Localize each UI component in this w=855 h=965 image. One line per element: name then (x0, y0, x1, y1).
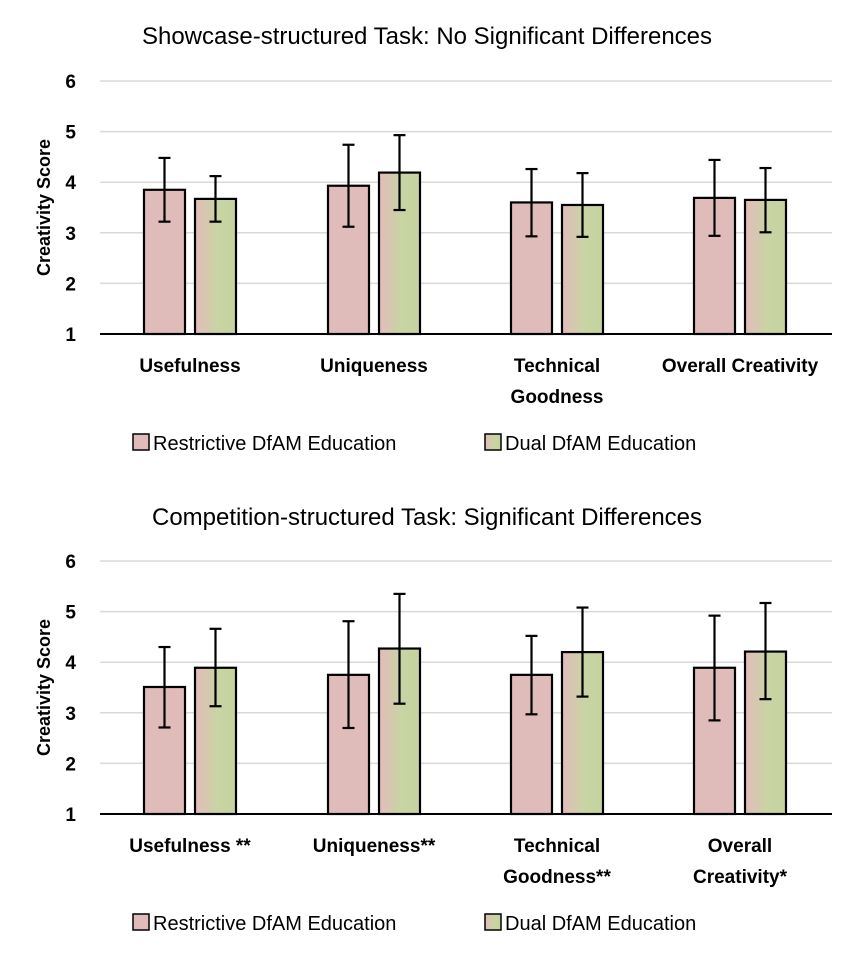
chart-title: Showcase-structured Task: No Significant… (142, 23, 712, 50)
legend-label-restrictive: Restrictive DfAM Education (153, 433, 396, 455)
y-tick-label: 6 (65, 552, 76, 573)
x-category-label: Overall Creativity (662, 356, 819, 377)
chart-panel-1: Showcase-structured Task: No Significant… (34, 23, 832, 455)
bar-dual (560, 203, 605, 336)
x-category-label: Uniqueness (320, 356, 428, 377)
legend-label-dual: Dual DfAM Education (505, 913, 696, 935)
legend-swatch-dual (484, 913, 502, 931)
y-tick-label: 2 (65, 754, 76, 775)
bar-restrictive (509, 673, 554, 816)
legend-swatch-restrictive (132, 913, 150, 931)
y-tick-label: 4 (65, 173, 76, 194)
x-category-label: Goodness** (503, 867, 611, 888)
y-tick-label: 3 (65, 704, 76, 725)
chart-panel-2: Competition-structured Task: Significant… (34, 504, 832, 935)
legend-label-restrictive: Restrictive DfAM Education (153, 913, 396, 935)
legend-swatch-dual (484, 433, 502, 451)
x-category-label: Usefulness ** (129, 836, 251, 857)
y-tick-label: 5 (65, 123, 76, 144)
y-tick-label: 4 (65, 653, 76, 674)
y-tick-label: 5 (65, 603, 76, 624)
x-category-label: Usefulness (139, 356, 240, 377)
y-axis-label: Creativity Score (34, 139, 54, 276)
legend-label-dual: Dual DfAM Education (505, 433, 696, 455)
y-tick-label: 1 (65, 325, 76, 346)
chart-title: Competition-structured Task: Significant… (152, 504, 702, 531)
x-category-label: Goodness (511, 387, 604, 408)
legend-swatch-restrictive (132, 433, 150, 451)
y-tick-label: 3 (65, 224, 76, 245)
x-category-label: Technical (514, 836, 600, 857)
x-category-label: Uniqueness** (313, 836, 436, 857)
y-axis-label: Creativity Score (34, 619, 54, 756)
x-category-label: Overall (708, 836, 772, 857)
x-category-label: Technical (514, 356, 600, 377)
x-category-label: Creativity* (693, 867, 788, 888)
y-tick-label: 1 (65, 805, 76, 826)
y-tick-label: 2 (65, 274, 76, 295)
y-tick-label: 6 (65, 72, 76, 93)
